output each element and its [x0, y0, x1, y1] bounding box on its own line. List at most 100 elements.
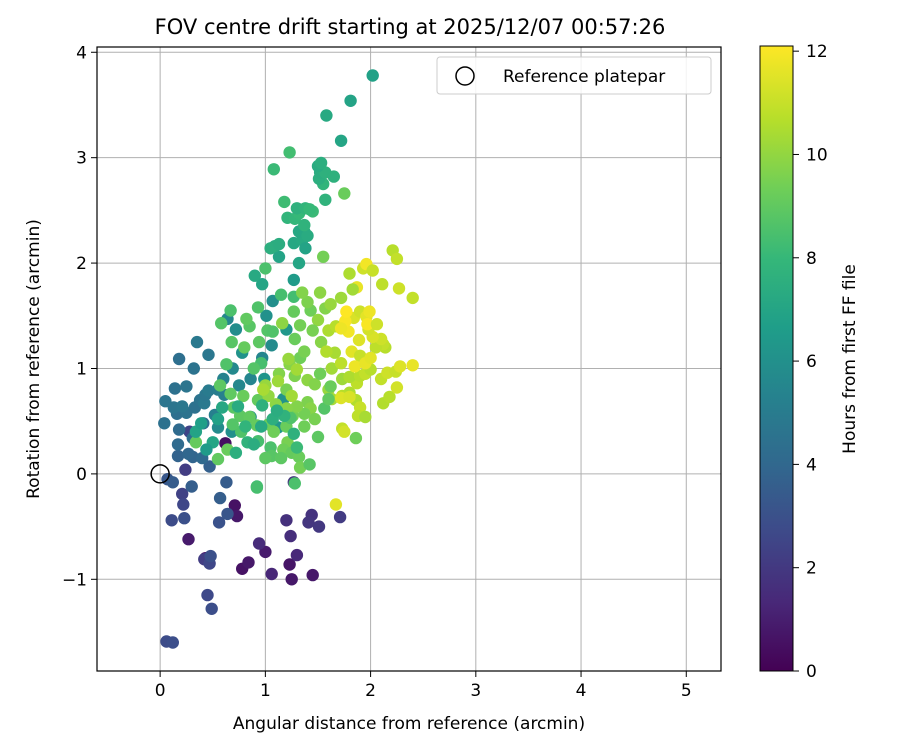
data-point	[319, 193, 332, 206]
data-point	[343, 370, 356, 384]
data-point	[266, 325, 279, 338]
data-point	[299, 242, 312, 255]
data-point	[257, 383, 270, 396]
data-point	[282, 352, 295, 366]
data-point	[259, 451, 272, 465]
data-point	[340, 305, 353, 318]
data-point	[292, 450, 306, 464]
x-tick-label: 0	[155, 681, 166, 701]
data-point	[329, 498, 343, 511]
colorbar-tick-label: 8	[806, 249, 817, 269]
x-tick-label: 3	[470, 681, 481, 701]
data-point	[216, 401, 229, 414]
data-point	[280, 514, 293, 527]
colorbar-label: Hours from first FF file	[840, 264, 860, 454]
data-point	[274, 288, 288, 301]
data-point	[228, 499, 241, 512]
data-point	[285, 573, 298, 586]
x-tick-label: 5	[681, 681, 692, 701]
data-point	[252, 335, 266, 349]
data-point	[230, 509, 244, 523]
data-point	[325, 362, 338, 375]
data-point	[233, 409, 247, 423]
data-point	[393, 360, 407, 373]
data-point	[256, 399, 269, 412]
legend: Reference platepar	[436, 56, 712, 95]
data-point	[301, 229, 314, 242]
data-point	[256, 278, 269, 291]
data-point	[211, 412, 225, 426]
x-tick-label: 2	[365, 681, 376, 701]
data-point	[288, 477, 301, 490]
data-point	[168, 382, 182, 395]
data-point	[324, 380, 337, 393]
data-point	[231, 400, 245, 413]
data-point	[343, 390, 356, 404]
data-point	[265, 339, 278, 352]
x-tick-label: 1	[260, 681, 271, 701]
data-point	[288, 332, 301, 346]
data-point	[244, 372, 257, 386]
data-point	[334, 134, 348, 147]
data-point	[406, 359, 419, 372]
data-point	[239, 420, 252, 433]
data-point	[383, 390, 396, 404]
data-point	[172, 423, 186, 436]
data-point	[303, 458, 316, 471]
colorbar-tick-label: 12	[806, 42, 828, 62]
data-point	[171, 449, 185, 463]
data-point	[317, 250, 330, 263]
data-point	[229, 446, 243, 459]
data-point	[314, 335, 328, 349]
colorbar-tick-label: 2	[806, 559, 817, 579]
data-point	[366, 69, 379, 82]
data-point	[366, 264, 379, 277]
data-point	[338, 425, 351, 438]
data-point	[346, 283, 359, 296]
plot-frame	[96, 46, 722, 672]
data-point	[274, 451, 288, 465]
chart-title: FOV centre drift starting at 2025/12/07 …	[155, 15, 666, 39]
data-point	[158, 417, 171, 430]
legend-marker	[455, 66, 475, 86]
data-point	[248, 269, 261, 282]
data-point	[240, 312, 253, 326]
data-point	[320, 109, 333, 122]
data-point	[189, 436, 203, 449]
data-point	[311, 313, 325, 327]
data-point	[364, 351, 377, 365]
data-point	[225, 335, 238, 349]
data-point	[176, 400, 189, 413]
y-axis-label: Rotation from reference (arcmin)	[24, 219, 44, 499]
data-point	[237, 389, 250, 403]
data-point	[359, 410, 372, 424]
data-point	[179, 463, 192, 476]
x-axis-label: Angular distance from reference (arcmin)	[233, 714, 585, 734]
data-point	[290, 441, 304, 454]
data-point	[290, 202, 304, 215]
data-point	[220, 358, 233, 371]
data-point	[267, 163, 280, 176]
data-point	[324, 298, 337, 311]
colorbar-tick-label: 6	[806, 352, 817, 372]
data-point	[334, 357, 348, 370]
data-point	[212, 516, 226, 529]
data-point	[302, 516, 315, 529]
legend-box	[436, 56, 712, 95]
data-point	[270, 404, 284, 417]
data-point	[251, 301, 265, 314]
y-tick-label: 2	[76, 254, 87, 274]
data-point	[284, 529, 297, 543]
colorbar	[759, 45, 794, 672]
colorbar-tick-label: 10	[806, 145, 828, 165]
y-tick-label: −1	[62, 570, 87, 590]
data-point	[285, 389, 298, 403]
data-point	[312, 520, 326, 533]
data-point	[361, 318, 374, 331]
y-tick-label: 3	[76, 149, 87, 169]
x-tick-label: 4	[576, 681, 587, 701]
data-point	[243, 410, 256, 424]
data-point	[166, 476, 179, 489]
data-point	[202, 348, 215, 361]
